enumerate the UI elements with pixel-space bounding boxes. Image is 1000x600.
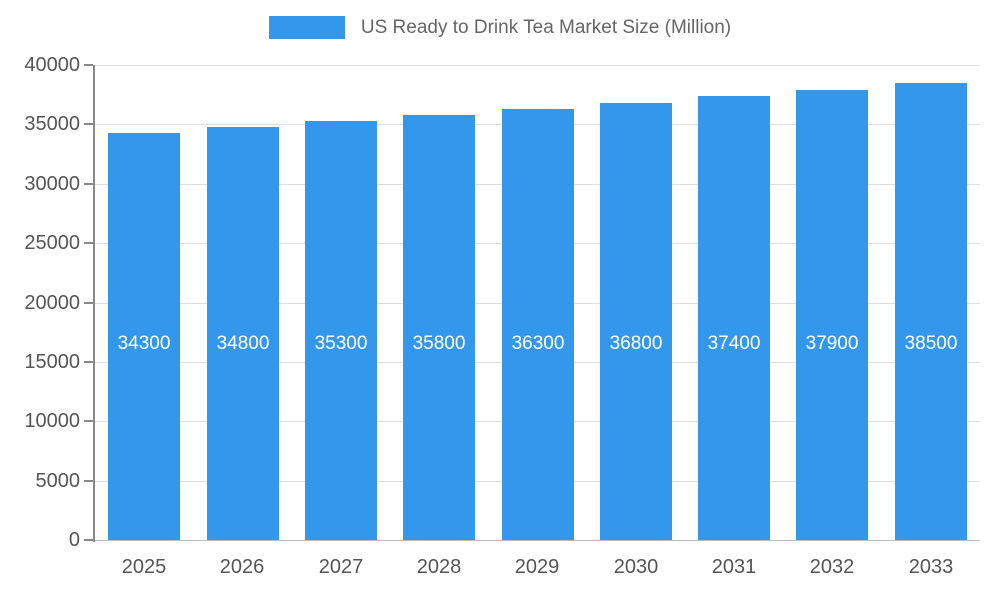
- x-axis-tick-label: 2025: [121, 556, 167, 578]
- bar: 35300: [305, 121, 377, 540]
- bar-value-label: 37400: [707, 333, 761, 354]
- bar: 37400: [698, 96, 770, 540]
- y-axis-tick-label: 25000: [24, 232, 80, 255]
- y-axis-line: [93, 65, 95, 542]
- gridline: [95, 65, 980, 66]
- x-axis-tick-label: 2032: [809, 556, 855, 578]
- y-axis-tick: [84, 301, 93, 304]
- y-axis-tick-label: 30000: [24, 172, 80, 195]
- x-axis-tick-label: 2029: [514, 556, 560, 578]
- bar-value-label: 36300: [511, 333, 565, 354]
- bar-value-label: 35300: [314, 333, 368, 354]
- bar: 37900: [796, 90, 868, 540]
- x-axis-tick-label: 2031: [711, 556, 757, 578]
- y-axis-tick-label: 35000: [24, 113, 80, 136]
- x-axis-tick-label: 2033: [908, 556, 954, 578]
- bar-value-label: 37900: [805, 333, 859, 354]
- x-axis-tick-label: 2027: [318, 556, 364, 578]
- y-axis-tick-label: 10000: [24, 410, 80, 433]
- bar: 36800: [600, 103, 672, 540]
- y-axis-tick: [84, 539, 93, 541]
- bar-value-label: 34800: [216, 333, 270, 354]
- bar: 38500: [895, 83, 967, 540]
- bar: 36300: [502, 109, 574, 540]
- y-axis-tick-label: 15000: [24, 350, 80, 373]
- bar: 34800: [207, 127, 279, 540]
- x-axis-tick-label: 2028: [416, 556, 462, 578]
- bar-value-label: 34300: [117, 333, 171, 354]
- bar-value-label: 36800: [609, 333, 663, 354]
- y-axis-tick: [84, 182, 93, 185]
- bar: 34300: [108, 133, 180, 540]
- legend-swatch: [268, 16, 345, 39]
- y-axis-tick: [84, 64, 93, 66]
- y-axis-tick: [84, 420, 93, 423]
- bar-value-label: 35800: [412, 333, 466, 354]
- y-axis-tick-label: 40000: [24, 54, 80, 76]
- x-axis-tick-label: 2026: [219, 556, 265, 578]
- y-axis-tick: [84, 479, 93, 482]
- x-axis-line: [95, 540, 980, 541]
- chart-legend: US Ready to Drink Tea Market Size (Milli…: [0, 16, 1000, 39]
- plot-area: 34300 34800 35300 35800 36300 36800 37400 37900…: [95, 65, 980, 540]
- y-axis-tick: [84, 360, 93, 363]
- y-axis-tick: [84, 123, 93, 126]
- y-axis-tick-label: 5000: [35, 469, 81, 492]
- x-axis-tick-label: 2030: [613, 556, 659, 578]
- bar-value-label: 38500: [904, 333, 958, 354]
- y-axis-tick: [84, 242, 93, 245]
- y-axis-tick-label: 20000: [24, 291, 80, 314]
- y-axis-tick-label: 0: [68, 529, 80, 551]
- bar: 35800: [403, 115, 475, 540]
- legend-label: US Ready to Drink Tea Market Size (Milli…: [360, 16, 732, 38]
